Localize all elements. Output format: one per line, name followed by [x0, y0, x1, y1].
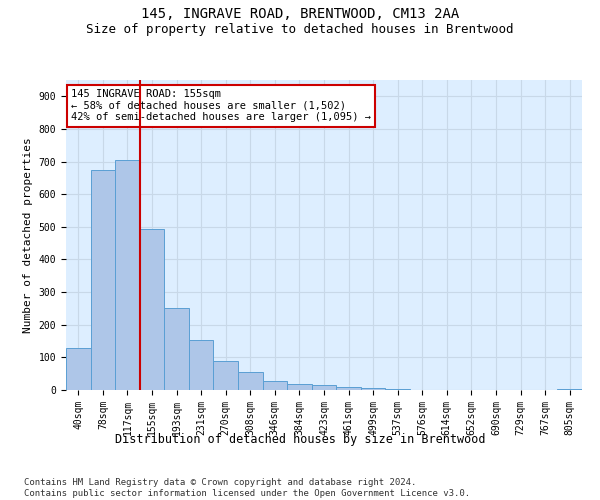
Text: 145 INGRAVE ROAD: 155sqm
← 58% of detached houses are smaller (1,502)
42% of sem: 145 INGRAVE ROAD: 155sqm ← 58% of detach… [71, 90, 371, 122]
Bar [189, 340, 214, 390]
Bar [164, 308, 189, 390]
Text: Contains HM Land Registry data © Crown copyright and database right 2024.
Contai: Contains HM Land Registry data © Crown c… [24, 478, 470, 498]
Text: 145, INGRAVE ROAD, BRENTWOOD, CM13 2AA: 145, INGRAVE ROAD, BRENTWOOD, CM13 2AA [141, 8, 459, 22]
Bar [66, 348, 91, 390]
Text: Size of property relative to detached houses in Brentwood: Size of property relative to detached ho… [86, 22, 514, 36]
Bar [115, 160, 140, 390]
Bar [557, 388, 582, 390]
Bar [287, 384, 312, 390]
Bar [140, 230, 164, 390]
Bar [91, 170, 115, 390]
Bar [214, 362, 238, 390]
Bar [336, 386, 361, 390]
Bar [361, 388, 385, 390]
Bar [312, 386, 336, 390]
Y-axis label: Number of detached properties: Number of detached properties [23, 137, 33, 333]
Bar [263, 381, 287, 390]
Bar [238, 372, 263, 390]
Text: Distribution of detached houses by size in Brentwood: Distribution of detached houses by size … [115, 432, 485, 446]
